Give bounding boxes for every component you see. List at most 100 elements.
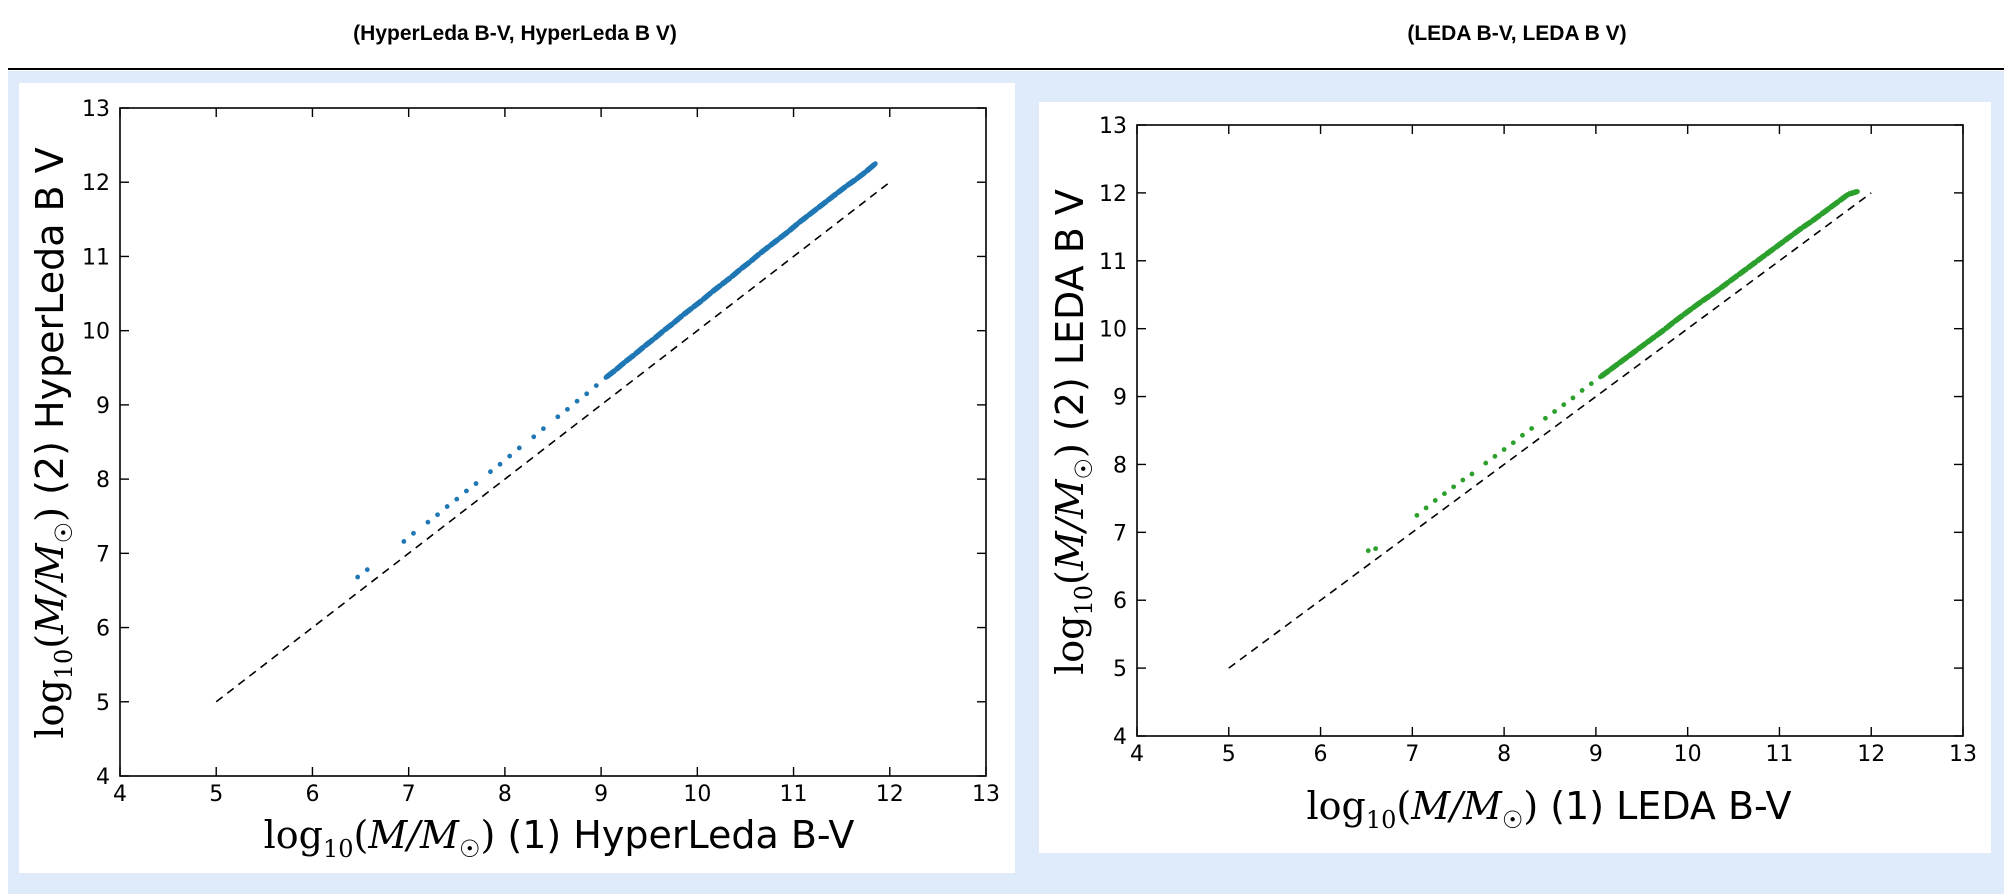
identity-reference-line — [215, 181, 891, 703]
data-point — [1451, 484, 1457, 490]
x-tick-label: 7 — [1405, 742, 1419, 767]
data-point — [1579, 388, 1585, 393]
data-point — [574, 398, 580, 404]
data-point — [1365, 548, 1371, 554]
y-tick-label: 10 — [82, 320, 110, 345]
y-tick-label: 12 — [1099, 182, 1127, 207]
data-point — [488, 469, 493, 475]
x-tick-label: 9 — [1589, 742, 1603, 767]
x-tick-label: 11 — [780, 782, 808, 807]
y-tick-label: 13 — [1099, 114, 1127, 139]
x-tick-label: 9 — [594, 782, 608, 807]
data-point — [872, 161, 878, 167]
data-point — [1855, 189, 1860, 194]
data-point — [1529, 426, 1535, 431]
y-tick-label: 9 — [1113, 386, 1127, 411]
x-tick-label: 11 — [1765, 742, 1793, 767]
x-tick-label: 10 — [1674, 742, 1702, 767]
data-point — [1432, 498, 1438, 503]
right-scatter-plot: 4 5 6 7 8 9 10 11 12 13 4 5 6 7 8 9 10 11 12 13 log10(M/M☉) … — [1048, 114, 1977, 834]
data-point — [444, 504, 450, 509]
x-tick-label: 12 — [876, 782, 904, 807]
y-tick-label: 5 — [1113, 657, 1127, 682]
data-point — [1414, 512, 1420, 518]
right-plot-card: 4 5 6 7 8 9 10 11 12 13 4 5 6 7 8 9 10 11 12 13 log10(M/M☉) … — [1039, 102, 1991, 853]
x-tick-label: 6 — [305, 782, 319, 807]
x-tick-label: 4 — [113, 782, 127, 807]
data-point — [411, 530, 416, 536]
y-axis-label-text: (2) LEDA B V — [1048, 189, 1092, 431]
y-tick-label: 11 — [82, 245, 110, 270]
y-tick-label: 13 — [82, 97, 110, 122]
plot-frame — [119, 107, 987, 777]
y-tick-label: 4 — [1113, 725, 1127, 750]
y-tick-label: 9 — [96, 394, 110, 419]
data-point — [401, 539, 407, 544]
data-point — [1423, 505, 1429, 511]
y-tick-label: 6 — [1113, 589, 1127, 614]
data-point — [454, 496, 460, 502]
data-point — [497, 461, 503, 467]
data-point — [1520, 432, 1525, 438]
y-tick-label: 7 — [1113, 521, 1127, 546]
x-tick-label: 6 — [1314, 742, 1328, 767]
y-tick-label: 5 — [96, 691, 110, 716]
y-tick-label: 12 — [82, 171, 110, 196]
data-point — [593, 383, 599, 388]
data-point — [1588, 381, 1594, 387]
x-tick-label: 5 — [1222, 742, 1236, 767]
x-axis-label-text: (1) HyperLeda B-V — [507, 813, 854, 857]
y-tick-label: 6 — [96, 617, 110, 642]
data-point — [355, 574, 361, 580]
data-point — [1483, 460, 1489, 466]
y-tick-label: 11 — [1099, 250, 1127, 275]
data-point — [1492, 453, 1498, 459]
x-tick-label: 8 — [1497, 742, 1511, 767]
y-tick-label: 8 — [1113, 453, 1127, 478]
data-point — [1373, 546, 1379, 552]
y-tick-label: 8 — [96, 468, 110, 493]
scatter-series — [1365, 189, 1860, 554]
identity-reference-line — [1228, 192, 1872, 669]
y-axis-label: log10(M/M☉) (2) HyperLeda B V — [28, 147, 78, 738]
data-point — [473, 481, 479, 486]
data-point — [364, 567, 370, 573]
data-point — [425, 519, 431, 525]
data-point — [584, 391, 590, 397]
data-point — [464, 488, 469, 494]
left-plot-card: 4 5 6 7 8 9 10 11 12 13 4 5 6 7 8 9 10 11 12 13 log10(M/M☉) … — [19, 83, 1015, 873]
right-panel-title: (LEDA B-V, LEDA B V) — [1407, 22, 1627, 45]
data-point — [565, 406, 570, 412]
data-point — [1442, 491, 1447, 497]
data-point — [507, 453, 513, 459]
data-point — [1561, 402, 1567, 408]
y-tick-label: 7 — [96, 542, 110, 567]
y-axis-label: log10(M/M☉) (2) LEDA B V — [1048, 189, 1098, 675]
data-point — [531, 434, 537, 440]
y-tick-label: 4 — [96, 765, 110, 790]
x-tick-label: 10 — [683, 782, 711, 807]
data-point — [1543, 415, 1548, 421]
x-axis-label-text: (1) LEDA B-V — [1550, 784, 1791, 828]
x-tick-label: 13 — [972, 782, 1000, 807]
x-axis-label: log10(M/M☉) (1) HyperLeda B-V — [264, 813, 855, 863]
x-tick-label: 7 — [402, 782, 416, 807]
x-tick-label: 4 — [1130, 742, 1144, 767]
scatter-series — [355, 161, 878, 580]
y-tick-label: 10 — [1099, 318, 1127, 343]
data-point — [516, 445, 522, 451]
left-scatter-plot: 4 5 6 7 8 9 10 11 12 1345678910111213log10(M/M☉) … — [28, 97, 1000, 863]
header-divider — [8, 68, 2004, 70]
x-tick-label: 5 — [209, 782, 223, 807]
data-point — [555, 414, 561, 420]
x-tick-label: 13 — [1949, 742, 1977, 767]
y-axis-label-text: (2) HyperLeda B V — [28, 147, 72, 495]
data-point — [1469, 471, 1475, 477]
plot-frame — [1136, 124, 1964, 737]
data-point — [540, 426, 546, 432]
data-point — [1501, 447, 1507, 452]
data-point — [1510, 440, 1516, 446]
data-point — [1570, 395, 1576, 401]
data-point — [1460, 477, 1466, 483]
left-panel-title: (HyperLeda B-V, HyperLeda B V) — [353, 22, 677, 45]
